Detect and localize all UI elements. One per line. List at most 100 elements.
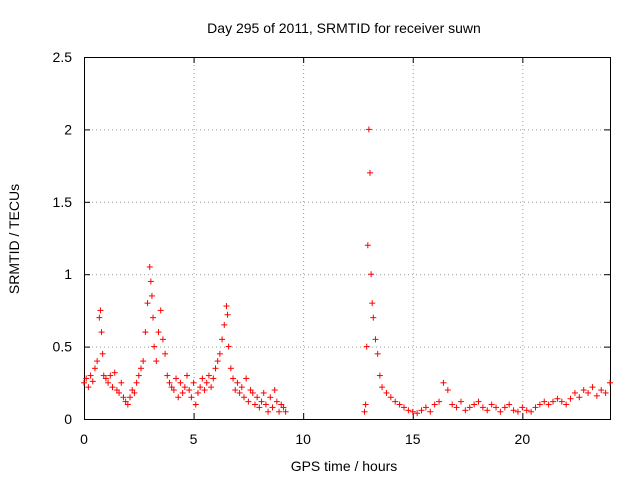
data-point	[370, 314, 377, 321]
data-point	[409, 408, 416, 415]
data-point	[598, 387, 605, 394]
data-point	[273, 398, 280, 405]
data-point	[267, 394, 274, 401]
x-axis-label: GPS time / hours	[291, 458, 398, 474]
data-point	[396, 401, 403, 408]
data-point	[249, 389, 256, 396]
data-point	[245, 398, 252, 405]
data-point	[214, 358, 221, 365]
data-point	[387, 394, 394, 401]
data-point	[545, 401, 552, 408]
y-tick-label: 1.5	[53, 194, 73, 210]
data-point	[383, 389, 390, 396]
data-point	[532, 404, 539, 411]
data-point	[146, 263, 153, 270]
data-point	[155, 329, 162, 336]
data-point	[221, 321, 228, 328]
data-point	[571, 389, 578, 396]
data-point	[190, 379, 197, 386]
y-tick-label: 2	[64, 121, 72, 137]
data-point	[361, 408, 368, 415]
data-point	[238, 384, 245, 391]
data-point	[602, 389, 609, 396]
data-point	[147, 278, 154, 285]
data-point	[91, 365, 98, 372]
data-point	[379, 384, 386, 391]
data-point	[431, 401, 438, 408]
data-point	[107, 372, 114, 379]
plot-border	[84, 57, 611, 420]
data-point	[536, 401, 543, 408]
data-point	[162, 350, 169, 357]
data-point	[392, 398, 399, 405]
data-point	[497, 408, 504, 415]
data-point	[109, 384, 116, 391]
data-point	[400, 404, 407, 411]
data-point	[144, 300, 151, 307]
data-point	[276, 408, 283, 415]
data-point	[150, 314, 157, 321]
data-point	[140, 358, 147, 365]
data-point	[363, 343, 370, 350]
y-axis-label: SRMTID / TECUs	[6, 184, 22, 294]
data-point	[199, 375, 206, 382]
data-point	[528, 408, 535, 415]
data-point	[414, 410, 421, 417]
x-tick-label: 10	[295, 431, 311, 447]
x-tick-label: 0	[80, 431, 88, 447]
data-point	[258, 398, 265, 405]
data-point	[418, 407, 425, 414]
data-point	[116, 389, 123, 396]
data-point	[133, 379, 140, 386]
data-point	[493, 404, 500, 411]
data-point	[488, 401, 495, 408]
data-point	[367, 169, 374, 176]
data-point	[194, 389, 201, 396]
data-point	[157, 307, 164, 314]
data-point	[153, 358, 160, 365]
data-point	[105, 379, 112, 386]
data-point	[362, 401, 369, 408]
data-point	[173, 375, 180, 382]
data-point	[205, 372, 212, 379]
data-point	[558, 398, 565, 405]
data-point	[212, 365, 219, 372]
data-point	[142, 329, 149, 336]
y-tick-label: 1	[64, 266, 72, 282]
data-point	[232, 387, 239, 394]
data-point	[471, 401, 478, 408]
data-point	[166, 379, 173, 386]
data-point	[440, 379, 447, 386]
data-point	[225, 343, 232, 350]
data-point	[197, 384, 204, 391]
data-point	[124, 401, 131, 408]
data-point	[256, 404, 263, 411]
data-point	[369, 300, 376, 307]
grid-lines	[84, 57, 610, 419]
data-point	[224, 311, 231, 318]
data-point	[181, 384, 188, 391]
data-point	[427, 408, 434, 415]
data-point	[563, 401, 570, 408]
data-point	[94, 358, 101, 365]
data-point	[607, 379, 613, 386]
data-point	[85, 384, 92, 391]
data-point	[541, 398, 548, 405]
data-point	[135, 372, 142, 379]
data-point	[368, 271, 375, 278]
data-point	[462, 407, 469, 414]
data-point	[234, 379, 241, 386]
data-point	[265, 408, 272, 415]
data-point	[585, 389, 592, 396]
data-point	[102, 375, 109, 382]
data-point	[208, 384, 215, 391]
data-point	[374, 350, 381, 357]
data-point	[593, 392, 600, 399]
data-point	[179, 389, 186, 396]
x-tick-label: 20	[515, 431, 531, 447]
data-point	[186, 387, 193, 394]
y-tick-label: 0	[64, 411, 72, 427]
data-point	[127, 394, 134, 401]
data-point	[203, 379, 210, 386]
